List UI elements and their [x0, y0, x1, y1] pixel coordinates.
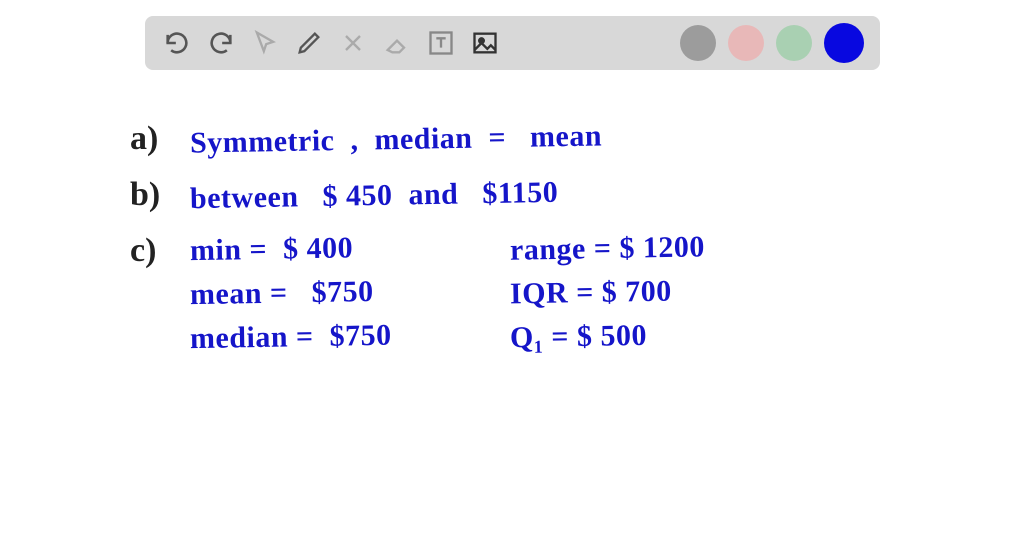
- pointer-icon: [251, 29, 279, 57]
- note-line-b: b) between $ 450 and $1150: [130, 176, 964, 214]
- handwritten-notes: a) Symmetric , median = mean b) between …: [130, 120, 964, 372]
- c-row0-right: range = $ 1200: [510, 230, 705, 267]
- tools-icon: [339, 29, 367, 57]
- c-row1-left: mean = $750: [190, 274, 441, 312]
- color-swatch-gray[interactable]: [680, 25, 716, 61]
- text-a: Symmetric , median = mean: [190, 119, 603, 160]
- color-swatch-green[interactable]: [776, 25, 812, 61]
- c-row2-left: median = $750: [190, 318, 441, 356]
- text-icon: [427, 29, 455, 57]
- pencil-icon: [295, 29, 323, 57]
- eraser-icon: [383, 29, 411, 57]
- textbox-button[interactable]: [421, 23, 461, 63]
- c-row0-left: min = $ 400: [190, 230, 441, 268]
- note-line-a: a) Symmetric , median = mean: [130, 120, 964, 158]
- c-row1-right: IQR = $ 700: [510, 275, 672, 312]
- pointer-button[interactable]: [245, 23, 285, 63]
- image-icon: [471, 29, 499, 57]
- color-swatch-pink[interactable]: [728, 25, 764, 61]
- label-b: b): [130, 176, 190, 214]
- redo-icon: [207, 29, 235, 57]
- image-button[interactable]: [465, 23, 505, 63]
- note-c-row-1: mean = $750 IQR = $ 700: [190, 276, 705, 310]
- tools-button[interactable]: [333, 23, 373, 63]
- label-a: a): [130, 120, 190, 158]
- c-row2-right: Q₁ = $ 500: [510, 319, 648, 355]
- color-swatch-blue[interactable]: [824, 23, 864, 63]
- note-c-row-2: median = $750 Q₁ = $ 500: [190, 320, 705, 354]
- redo-button[interactable]: [201, 23, 241, 63]
- undo-button[interactable]: [157, 23, 197, 63]
- note-c-row-0: min = $ 400 range = $ 1200: [190, 232, 705, 266]
- label-c: c): [130, 232, 190, 270]
- text-b: between $ 450 and $1150: [190, 176, 559, 216]
- note-c-rows: min = $ 400 range = $ 1200 mean = $750 I…: [190, 232, 705, 354]
- note-line-c: c) min = $ 400 range = $ 1200 mean = $75…: [130, 232, 964, 354]
- pencil-button[interactable]: [289, 23, 329, 63]
- drawing-toolbar: [145, 16, 880, 70]
- undo-icon: [163, 29, 191, 57]
- eraser-button[interactable]: [377, 23, 417, 63]
